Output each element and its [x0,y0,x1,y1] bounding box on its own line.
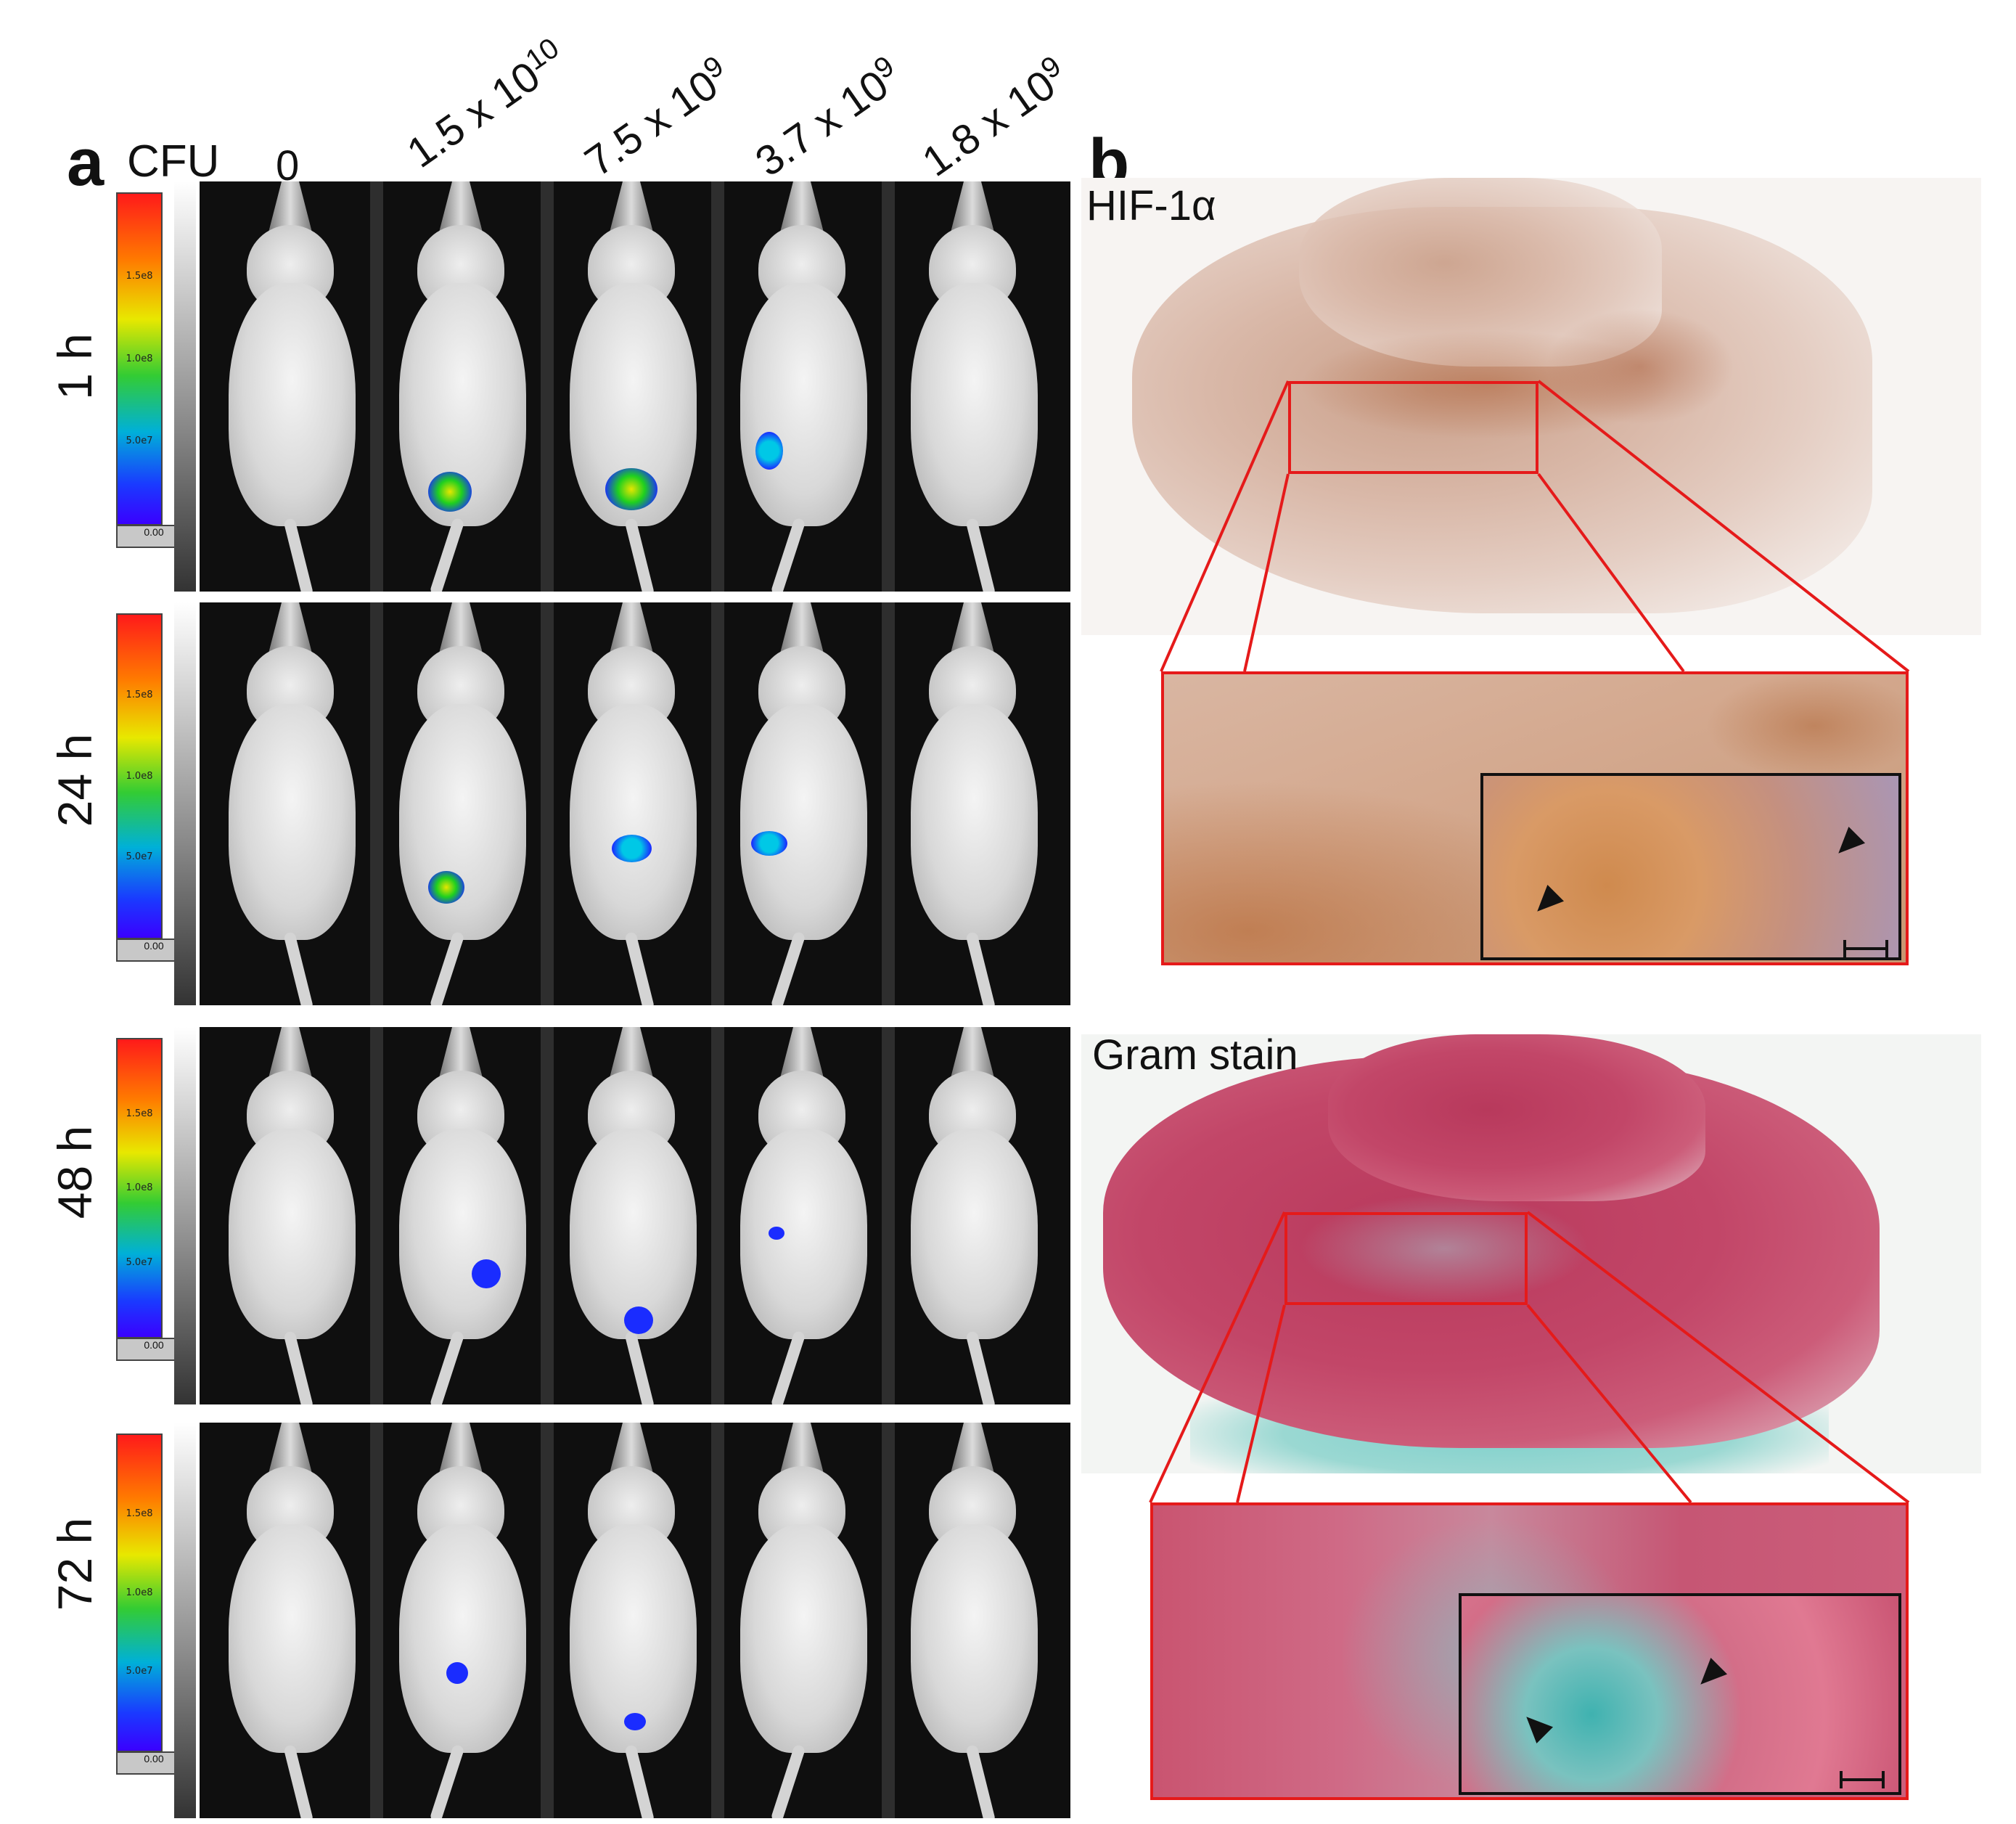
bli-image-row-4 [200,1423,1070,1818]
colorbar-row-4: 1.5e8 1.0e8 5.0e7 [116,1434,163,1752]
bli-image-row-3 [200,1027,1070,1404]
hif-scale-bar [1843,940,1888,957]
colorbar-scale-strip [174,1027,196,1404]
luminescence-signal [624,1306,653,1334]
mouse-body [229,1129,356,1339]
mouse-body [570,1129,697,1339]
gram-zoom-frame [1150,1502,1909,1800]
hif-inset-frame [1480,773,1901,960]
divider-strip [882,181,895,592]
colorbar-scale-strip [174,181,196,592]
colorbar-tick: 1.5e8 [126,1108,153,1119]
cfu-label: CFU [127,136,220,187]
gram-roi-box [1284,1212,1528,1305]
luminescence-signal [611,835,652,862]
bli-image-row-1 [200,181,1070,592]
luminescence-signal [428,472,472,512]
mouse-body [229,1524,356,1753]
colorbar-tick: 5.0e7 [126,435,153,447]
gram-connector-right-inner [1526,1304,1692,1504]
mouse-body [911,283,1038,526]
mouse-body [740,704,867,940]
luminescence-signal [446,1662,468,1684]
hif-connector-right-outer [1537,380,1910,673]
colorbar-tick: 1.5e8 [126,270,153,282]
stain-label-gram: Gram stain [1092,1031,1298,1079]
gram-inset-frame [1459,1593,1901,1795]
colorbar-tick: 1.0e8 [126,1182,153,1193]
mouse-body [570,704,697,940]
divider-strip [882,1027,895,1404]
hif-connector-left-outer [1160,380,1290,672]
colorbar-scale-strip [174,602,196,1005]
hif-inset-image [1480,773,1901,960]
divider-strip [882,1423,895,1818]
mouse-body [229,704,356,940]
luminescence-signal [605,468,657,510]
divider-strip [370,602,383,1005]
colorbar-row-2: 1.5e8 1.0e8 5.0e7 [116,613,163,939]
divider-strip [541,602,554,1005]
colorbar-tick: 5.0e7 [126,1256,153,1268]
gram-connector-left-outer [1149,1211,1286,1503]
colorbar-tick: 1.0e8 [126,770,153,782]
luminescence-signal [472,1259,501,1288]
stain-label-hif: HIF-1α [1086,182,1216,229]
colorbar-tick: 1.5e8 [126,690,153,701]
colorbar-row-1: 1.5e8 1.0e8 5.0e7 [116,192,163,525]
hif-overview-image [1081,178,1981,635]
colorbar-tick: 5.0e7 [126,1666,153,1677]
bli-image-row-2 [200,602,1070,1005]
mouse-body [399,1129,526,1339]
mouse-body [911,704,1038,940]
colorbar-tick: 1.5e8 [126,1508,153,1519]
divider-strip [541,181,554,592]
gram-scale-bar [1840,1771,1885,1788]
gram-connector-right-outer [1526,1211,1910,1504]
divider-strip [541,1027,554,1404]
mouse-body [911,1524,1038,1753]
luminescence-signal [428,871,464,904]
colorbar-tick: 1.0e8 [126,1587,153,1598]
mouse-body [911,1129,1038,1339]
divider-strip [541,1423,554,1818]
divider-strip [370,181,383,592]
mouse-body [740,1129,867,1339]
colorbar-tick: 5.0e7 [126,851,153,862]
divider-strip [370,1423,383,1818]
hif-roi-box [1288,381,1538,474]
hif-connector-right-inner [1537,473,1685,673]
mouse-body [740,283,867,526]
luminescence-signal [769,1227,784,1240]
divider-strip [711,181,724,592]
mouse-body [399,1524,526,1753]
mouse-body [740,1524,867,1753]
mouse-body [229,283,356,526]
hif-zoom-frame [1161,671,1909,965]
dose-label-0: 0 [276,142,300,189]
mouse-body [399,704,526,940]
divider-strip [370,1027,383,1404]
divider-strip [711,602,724,1005]
hif-connector-left-inner [1243,473,1290,672]
divider-strip [882,602,895,1005]
luminescence-signal [624,1713,646,1730]
divider-strip [711,1423,724,1818]
colorbar-scale-strip [174,1423,196,1818]
divider-strip [711,1027,724,1404]
gram-connector-left-inner [1236,1304,1286,1503]
colorbar-tick: 1.0e8 [126,353,153,364]
gram-inset-image [1459,1593,1901,1795]
luminescence-signal [755,432,783,470]
panel-a-label: a [67,126,105,200]
colorbar-row-3: 1.5e8 1.0e8 5.0e7 [116,1038,163,1338]
luminescence-signal [751,831,787,856]
